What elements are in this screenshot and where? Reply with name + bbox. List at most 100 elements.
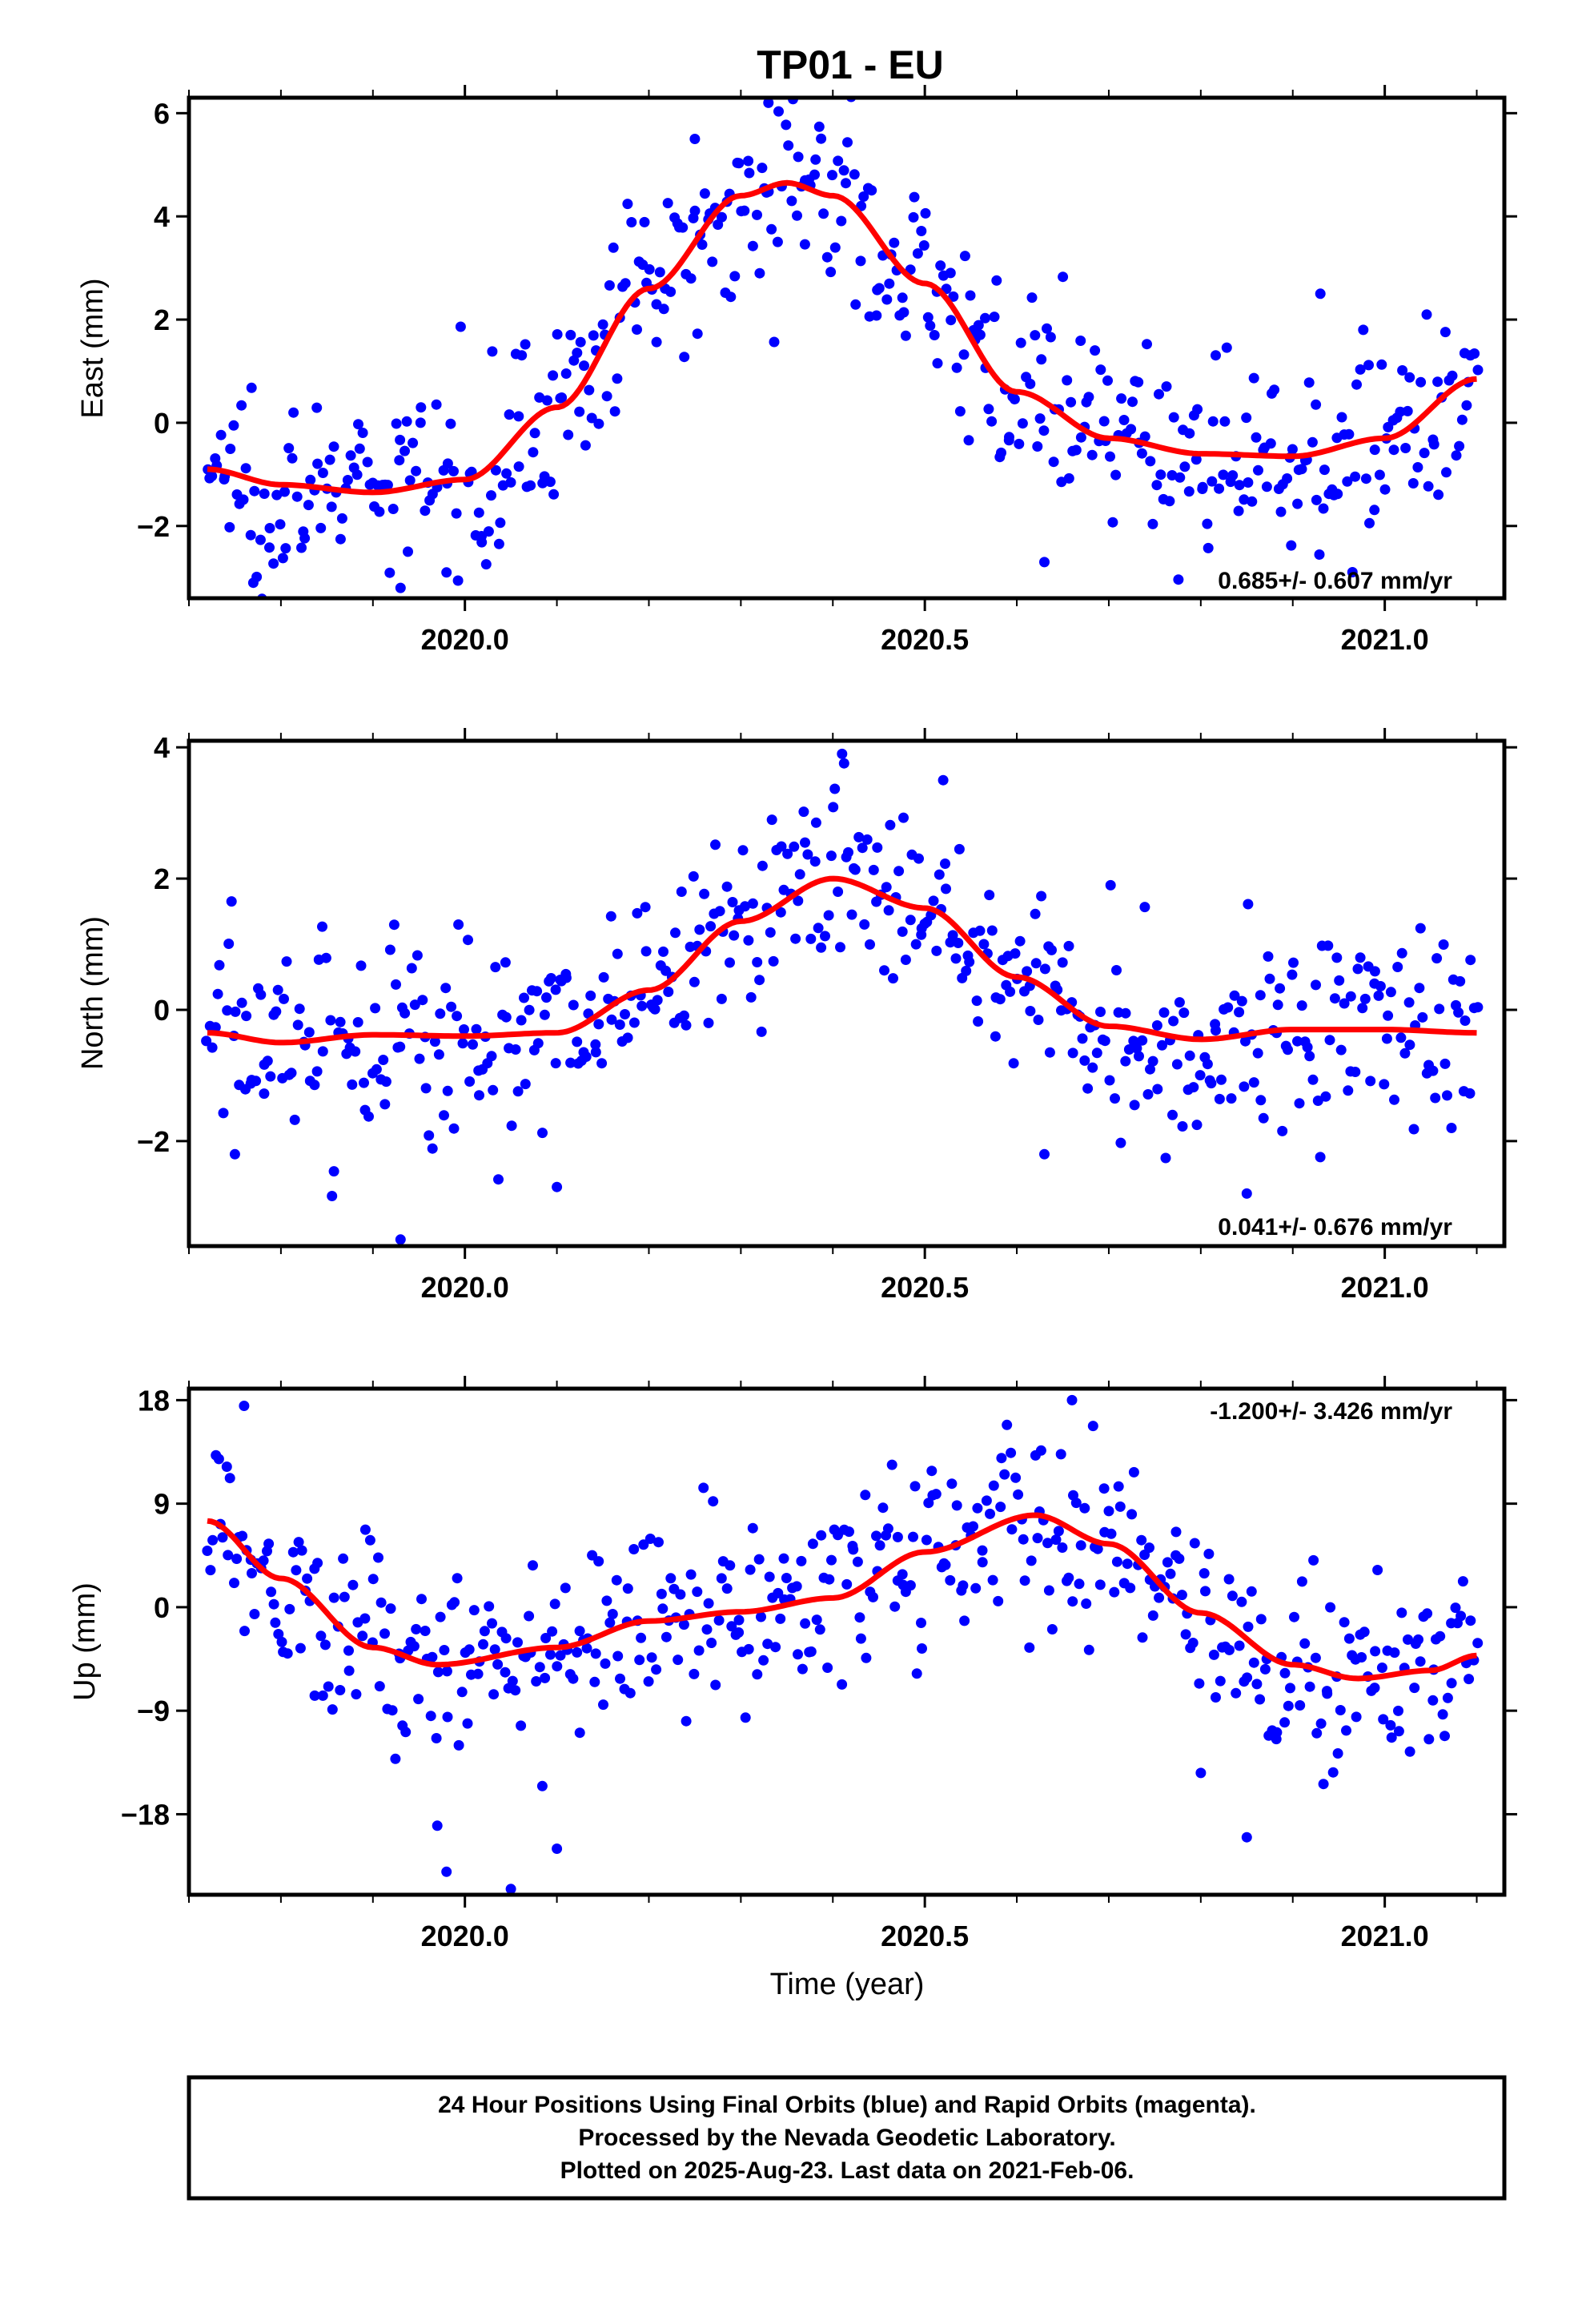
up-data-point bbox=[651, 1664, 662, 1675]
east-data-point bbox=[821, 251, 833, 263]
north-data-point bbox=[580, 1051, 592, 1062]
east-data-point bbox=[534, 392, 545, 403]
up-data-point bbox=[1079, 1502, 1090, 1514]
east-data-point bbox=[207, 471, 218, 481]
east-data-point bbox=[579, 360, 589, 372]
east-data-point bbox=[644, 263, 655, 275]
up-data-point bbox=[357, 1630, 368, 1642]
north-data-point bbox=[309, 1080, 320, 1091]
up-data-point bbox=[545, 1649, 556, 1660]
up-data-point bbox=[775, 1613, 786, 1624]
up-data-point bbox=[1018, 1534, 1029, 1545]
east-axes: 2020.0 2020.5 2021.0 −2 0 2 4 6 bbox=[137, 85, 1517, 656]
east-data-point bbox=[1234, 480, 1245, 491]
north-data-point bbox=[689, 976, 700, 987]
east-data-point bbox=[1336, 412, 1347, 423]
north-data-point bbox=[328, 1166, 339, 1177]
north-data-point bbox=[317, 1046, 328, 1057]
north-data-point bbox=[768, 955, 779, 967]
up-data-point bbox=[945, 1574, 956, 1586]
up-data-point bbox=[1369, 1683, 1380, 1694]
north-data-point bbox=[789, 841, 800, 852]
north-data-point bbox=[928, 895, 939, 907]
north-data-point bbox=[1131, 1043, 1142, 1054]
up-data-point bbox=[590, 1648, 601, 1659]
east-data-point bbox=[922, 312, 934, 323]
north-data-point bbox=[590, 1047, 601, 1058]
up-data-point bbox=[685, 1569, 697, 1580]
east-data-point bbox=[351, 469, 363, 480]
east-data-point bbox=[520, 339, 531, 350]
north-data-point bbox=[1057, 957, 1068, 968]
up-data-point bbox=[753, 1554, 765, 1565]
north-data-point bbox=[585, 990, 596, 1001]
north-data-point bbox=[370, 1003, 381, 1014]
north-data-point bbox=[1030, 908, 1041, 919]
east-data-point bbox=[528, 447, 539, 458]
east-data-point bbox=[1342, 476, 1353, 487]
east-data-point bbox=[1412, 462, 1423, 472]
north-data-point bbox=[1417, 1011, 1428, 1023]
up-data-point bbox=[1050, 1534, 1062, 1546]
up-data-point bbox=[1310, 1652, 1321, 1663]
east-data-point bbox=[841, 178, 851, 189]
up-data-point bbox=[291, 1565, 302, 1576]
east-data-point bbox=[685, 273, 697, 284]
east-data-point bbox=[1197, 481, 1208, 493]
north-data-point bbox=[1120, 1055, 1131, 1067]
up-data-point bbox=[534, 1662, 545, 1673]
up-data-point bbox=[1010, 1472, 1022, 1483]
north-data-point bbox=[740, 901, 750, 912]
up-y-tick-label: 0 bbox=[154, 1591, 170, 1624]
east-data-point bbox=[829, 242, 841, 253]
east-panel: 2020.0 2020.5 2021.0 −2 0 2 4 6 East (mm) 0.685+/… bbox=[76, 85, 1517, 656]
north-data-point bbox=[1359, 993, 1371, 1004]
east-data-point bbox=[1042, 323, 1052, 334]
up-data-point bbox=[716, 1573, 727, 1584]
north-data-point bbox=[500, 957, 511, 968]
up-data-point bbox=[202, 1546, 213, 1556]
up-data-point bbox=[693, 1645, 705, 1656]
up-data-point bbox=[1026, 1555, 1037, 1566]
up-data-point bbox=[432, 1667, 444, 1678]
east-data-point bbox=[225, 444, 236, 454]
east-data-point bbox=[1066, 396, 1077, 408]
north-data-point bbox=[790, 933, 801, 944]
up-data-point bbox=[797, 1663, 808, 1675]
up-data-point bbox=[1393, 1726, 1404, 1737]
north-data-point bbox=[1195, 1070, 1206, 1081]
east-data-point bbox=[299, 533, 311, 544]
north-data-point bbox=[990, 1031, 1001, 1042]
east-data-point bbox=[908, 211, 919, 223]
up-data-point bbox=[636, 1632, 647, 1643]
north-data-point bbox=[1355, 952, 1366, 963]
north-data-point bbox=[857, 842, 868, 854]
north-data-point bbox=[464, 1076, 476, 1087]
up-data-point bbox=[848, 1544, 859, 1555]
up-data-point bbox=[855, 1633, 866, 1644]
up-data-point bbox=[435, 1611, 446, 1622]
east-data-point bbox=[1350, 471, 1361, 482]
north-data-point bbox=[954, 843, 965, 854]
east-data-point bbox=[215, 429, 227, 440]
east-data-point bbox=[793, 151, 804, 163]
east-data-point bbox=[991, 275, 1002, 286]
north-data-point bbox=[1311, 979, 1321, 991]
east-data-point bbox=[1423, 480, 1434, 492]
east-data-point bbox=[353, 419, 363, 430]
east-data-point bbox=[1395, 406, 1406, 417]
up-data-point bbox=[373, 1552, 383, 1563]
north-data-point bbox=[865, 939, 875, 950]
east-data-point bbox=[1343, 428, 1355, 440]
up-data-point bbox=[762, 1638, 773, 1650]
up-data-point bbox=[701, 1624, 713, 1635]
up-data-point bbox=[239, 1626, 250, 1637]
east-data-point bbox=[1075, 432, 1086, 443]
north-data-point bbox=[218, 1108, 229, 1119]
north-data-point bbox=[776, 841, 787, 852]
north-data-point bbox=[363, 1111, 374, 1122]
east-data-point bbox=[1202, 518, 1213, 529]
north-data-point bbox=[335, 1016, 346, 1027]
east-data-point bbox=[1428, 439, 1439, 450]
